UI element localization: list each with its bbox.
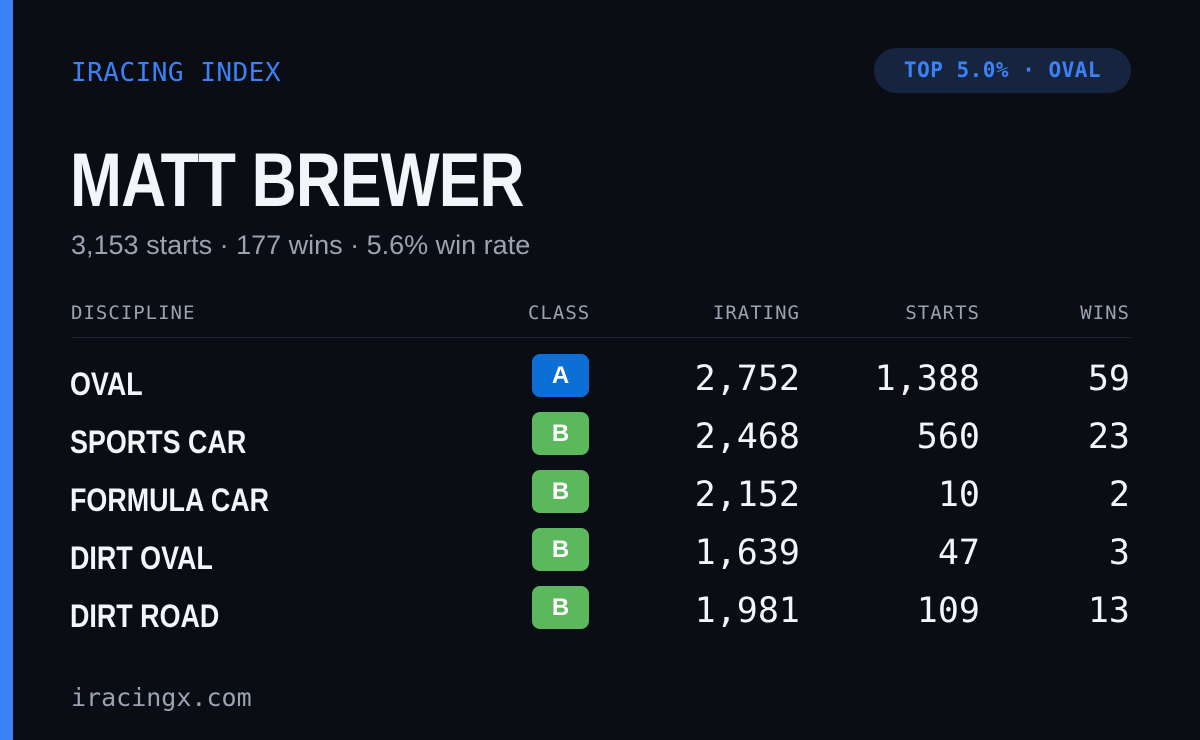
starts-value: 109: [916, 591, 980, 631]
irating-value: 2,752: [694, 359, 800, 399]
irating-value: 2,468: [694, 417, 800, 457]
irating-value: 2,152: [694, 475, 800, 515]
discipline-name: DIRT OVAL: [70, 540, 213, 576]
starts-value: 47: [937, 533, 980, 573]
column-header-irating: IRATING: [712, 302, 800, 324]
class-badge: B: [532, 528, 589, 571]
discipline-name: SPORTS CAR: [70, 424, 247, 460]
class-badge: B: [532, 470, 589, 513]
column-header-starts: STARTS: [905, 302, 980, 324]
driver-summary: 3,153 starts · 177 wins · 5.6% win rate: [71, 230, 531, 260]
class-badge: A: [532, 354, 589, 397]
irating-value: 1,639: [694, 533, 800, 573]
table-row: FORMULA CAR B 2,152 10 2: [0, 470, 1200, 528]
header-divider: [71, 337, 1131, 338]
table-row: DIRT OVAL B 1,639 47 3: [0, 528, 1200, 586]
wins-value: 23: [1087, 417, 1130, 457]
column-header-wins: WINS: [1080, 302, 1130, 324]
accent-bar: [0, 0, 13, 740]
table-row: OVAL A 2,752 1,388 59: [0, 354, 1200, 412]
brand-title: IRACING INDEX: [71, 58, 281, 88]
wins-value: 3: [1108, 533, 1130, 573]
table-row: SPORTS CAR B 2,468 560 23: [0, 412, 1200, 470]
starts-value: 10: [937, 475, 980, 515]
column-header-discipline: DISCIPLINE: [71, 302, 196, 324]
wins-value: 13: [1087, 591, 1130, 631]
footer-domain: iracingx.com: [71, 683, 252, 712]
class-badge: B: [532, 586, 589, 629]
table-row: DIRT ROAD B 1,981 109 13: [0, 586, 1200, 644]
class-badge: B: [532, 412, 589, 455]
discipline-name: FORMULA CAR: [70, 482, 270, 518]
driver-name: MATT BREWER: [70, 138, 525, 223]
discipline-name: OVAL: [70, 366, 143, 402]
discipline-name: DIRT ROAD: [70, 598, 220, 634]
top-percentile-badge: TOP 5.0% · OVAL: [874, 48, 1131, 93]
wins-value: 2: [1108, 475, 1130, 515]
irating-value: 1,981: [694, 591, 800, 631]
wins-value: 59: [1087, 359, 1130, 399]
starts-value: 1,388: [874, 359, 980, 399]
column-header-class: CLASS: [528, 302, 591, 324]
starts-value: 560: [916, 417, 980, 457]
